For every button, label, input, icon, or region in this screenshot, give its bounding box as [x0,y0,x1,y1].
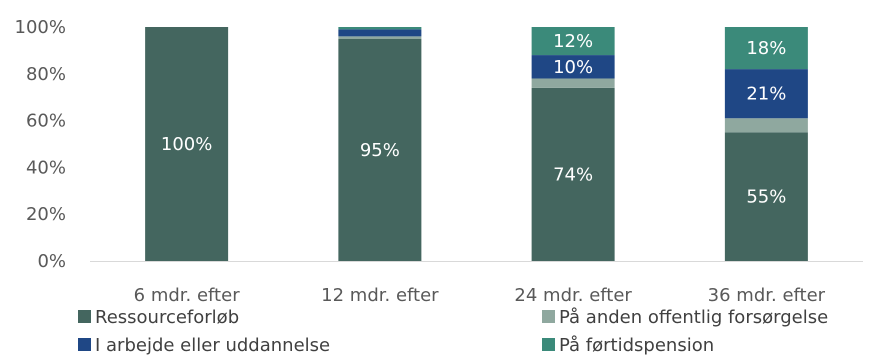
data-label: 55% [746,187,786,208]
y-tick-label: 80% [26,64,66,85]
bar-segment [531,55,615,79]
x-tick-label: 24 mdr. efter [514,285,632,306]
legend-swatch [542,310,555,323]
legend-label: På anden offentlig forsørgelse [559,307,828,328]
legend-swatch [542,338,555,351]
data-label: 12% [553,31,593,52]
bars [145,27,808,262]
legend-label: På førtidspension [559,335,714,356]
x-axis: 6 mdr. efter 12 mdr. efter 24 mdr. efter 36… [90,261,863,306]
bar-segment [531,27,615,56]
data-label: 10% [553,57,593,78]
legend-label: Ressourceforløb [95,307,239,328]
y-tick-label: 60% [26,111,66,132]
data-labels: 100% 95% 74% 10% 12% 55% 21% 18% [161,31,786,208]
x-tick-label: 36 mdr. efter [708,285,826,306]
bar-segment [724,132,808,261]
bar-segment [338,27,422,30]
legend-swatch [78,310,91,323]
bar-segment [338,38,422,262]
y-axis: 0% 20% 40% 60% 80% 100% [15,17,66,272]
data-label: 100% [161,134,212,155]
bar-segment [724,27,808,70]
y-tick-label: 0% [37,251,66,272]
data-label: 18% [746,38,786,59]
y-tick-label: 100% [15,17,66,38]
bar-segment [338,29,422,37]
x-tick-label: 6 mdr. efter [134,285,241,306]
legend-label: I arbejde eller uddannelse [95,335,330,356]
data-label: 74% [553,164,593,185]
bar-segment [338,36,422,39]
legend-swatch [78,338,91,351]
y-tick-label: 40% [26,157,66,178]
data-label: 21% [746,84,786,105]
bar-segment [531,78,615,88]
data-label: 95% [360,140,400,161]
y-tick-label: 20% [26,204,66,225]
bar-segment [531,87,615,261]
x-tick-label: 12 mdr. efter [321,285,439,306]
bar-segment [724,118,808,133]
bar-segment [145,27,229,261]
bar-segment [724,69,808,119]
legend: Ressourceforløb På anden offentlig forsør… [78,307,828,356]
